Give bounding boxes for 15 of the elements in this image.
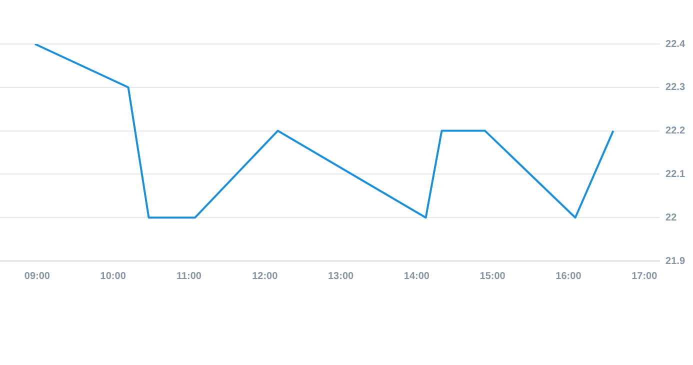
- x-tick-label: 14:00: [404, 270, 430, 282]
- y-tick-label: 21.9: [666, 256, 686, 267]
- y-tick-label: 22: [666, 212, 678, 224]
- y-tick-label: 22.4: [666, 38, 686, 50]
- x-tick-label: 11:00: [176, 270, 202, 282]
- x-tick-label: 15:00: [480, 270, 506, 282]
- x-tick-label: 13:00: [328, 270, 354, 282]
- x-tick-label: 16:00: [556, 270, 582, 282]
- y-tick-label: 22.3: [666, 82, 686, 94]
- y-tick-label: 22.1: [666, 168, 686, 180]
- x-tick-label: 09:00: [24, 270, 50, 282]
- x-tick-label: 12:00: [252, 270, 278, 282]
- x-tick-label: 17:00: [632, 270, 658, 282]
- x-tick-label: 10:00: [100, 270, 126, 282]
- y-tick-label: 22.2: [666, 126, 686, 137]
